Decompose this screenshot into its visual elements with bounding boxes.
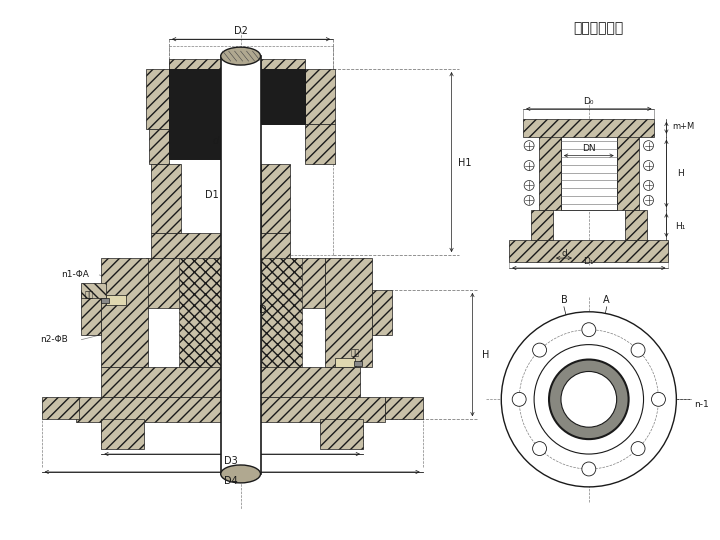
Text: D4: D4 — [224, 476, 238, 486]
Circle shape — [533, 343, 546, 357]
Text: H: H — [482, 349, 489, 360]
Text: H1: H1 — [458, 158, 471, 167]
Text: H: H — [677, 169, 684, 178]
Bar — [305, 124, 335, 164]
Bar — [102, 298, 109, 303]
Text: d: d — [212, 136, 219, 146]
Text: D2: D2 — [234, 26, 248, 36]
Bar — [325, 258, 372, 368]
Bar — [335, 357, 355, 368]
Circle shape — [644, 160, 654, 171]
Bar — [625, 210, 647, 240]
Bar — [523, 119, 654, 137]
Bar — [509, 240, 668, 262]
Bar — [107, 295, 126, 305]
Circle shape — [631, 343, 645, 357]
Bar — [320, 419, 363, 449]
Text: A: A — [603, 295, 610, 305]
Bar — [261, 59, 305, 71]
Bar — [76, 397, 385, 422]
Text: 搨玻璃填料筱: 搨玻璃填料筱 — [574, 21, 624, 35]
Circle shape — [512, 393, 526, 406]
Bar — [42, 397, 79, 419]
Bar — [151, 164, 181, 233]
Bar — [81, 283, 107, 298]
Text: D₁: D₁ — [584, 256, 594, 266]
Bar — [81, 290, 102, 335]
Circle shape — [644, 195, 654, 205]
Bar — [354, 361, 362, 366]
Circle shape — [501, 312, 676, 487]
Text: H₁: H₁ — [675, 222, 685, 231]
Circle shape — [534, 345, 644, 454]
Bar — [305, 69, 335, 124]
Ellipse shape — [221, 465, 261, 483]
Bar — [146, 69, 169, 129]
Text: 出口: 出口 — [85, 291, 94, 299]
Circle shape — [582, 323, 595, 336]
Bar — [372, 290, 392, 335]
Bar — [261, 69, 305, 124]
Text: D₀: D₀ — [584, 97, 594, 106]
Circle shape — [524, 160, 534, 171]
Bar — [151, 233, 221, 258]
Text: n-1: n-1 — [694, 400, 709, 409]
Bar — [32, 21, 449, 519]
Circle shape — [652, 393, 665, 406]
Bar — [102, 419, 144, 449]
Text: 进口: 进口 — [351, 348, 360, 357]
Text: D: D — [258, 305, 266, 315]
Bar — [539, 136, 561, 210]
Circle shape — [533, 442, 546, 456]
Bar — [531, 210, 553, 240]
Text: D1: D1 — [205, 191, 219, 200]
Bar — [179, 258, 221, 377]
Circle shape — [524, 195, 534, 205]
Text: n2-ΦB: n2-ΦB — [40, 335, 68, 344]
Text: m+M: m+M — [672, 122, 695, 131]
Circle shape — [561, 372, 616, 427]
Bar — [169, 69, 221, 159]
Bar — [261, 258, 325, 308]
Circle shape — [582, 462, 595, 476]
Text: n1-ΦA: n1-ΦA — [61, 271, 89, 280]
Bar — [561, 136, 616, 210]
Bar — [261, 258, 302, 377]
Text: d: d — [561, 248, 567, 258]
Bar — [221, 56, 261, 474]
Bar — [102, 258, 148, 368]
Circle shape — [524, 180, 534, 191]
Bar — [261, 164, 290, 233]
Bar — [616, 136, 639, 210]
Circle shape — [644, 180, 654, 191]
Text: D3: D3 — [224, 456, 238, 466]
Circle shape — [631, 442, 645, 456]
Text: DN: DN — [582, 144, 595, 153]
Circle shape — [644, 140, 654, 151]
Ellipse shape — [221, 47, 261, 65]
Bar — [169, 59, 221, 71]
Bar — [102, 368, 360, 397]
Circle shape — [524, 140, 534, 151]
Text: B: B — [561, 295, 567, 305]
Circle shape — [549, 360, 629, 439]
Bar — [221, 233, 290, 258]
Bar — [385, 397, 423, 419]
Bar — [149, 129, 169, 164]
Bar — [146, 258, 221, 308]
